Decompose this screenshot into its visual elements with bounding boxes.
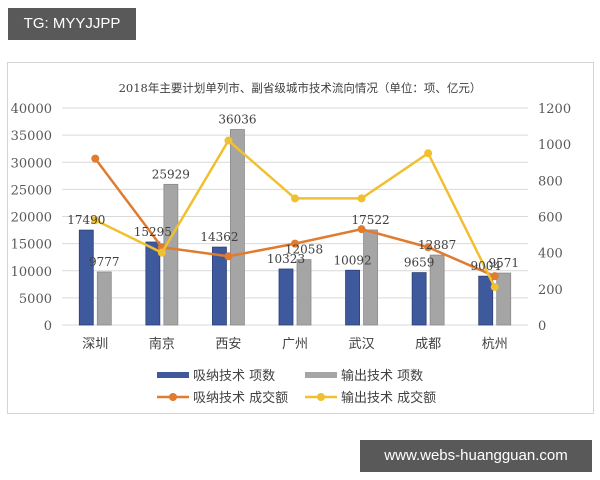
category-label: 广州 bbox=[282, 337, 308, 352]
absorb-amount-marker bbox=[224, 252, 233, 261]
bar-label-export: 36036 bbox=[218, 113, 256, 127]
bar-absorb-count bbox=[145, 241, 161, 326]
left-axis-tick: 35000 bbox=[11, 129, 52, 144]
category-label: 深圳 bbox=[82, 337, 108, 352]
absorb-amount-marker bbox=[291, 239, 299, 248]
bar-absorb-count bbox=[212, 246, 227, 326]
chart-title: 2018年主要计划单列市、副省级城市技术流向情况（单位：项、亿元） bbox=[119, 81, 482, 95]
right-axis-tick: 600 bbox=[538, 211, 563, 226]
bar-label-export: 12058 bbox=[285, 243, 323, 257]
bar-label-absorb: 14362 bbox=[200, 230, 238, 244]
bar-export-count bbox=[230, 129, 245, 326]
left-axis-tick: 5000 bbox=[19, 292, 52, 307]
bar-export-count bbox=[429, 254, 445, 326]
legend-label: 吸纳技术 成交额 bbox=[193, 390, 288, 406]
category-label: 成都 bbox=[415, 337, 441, 352]
bar-export-count bbox=[163, 183, 179, 326]
absorb-amount-marker bbox=[91, 154, 100, 163]
right-axis-tick: 1200 bbox=[538, 102, 571, 117]
legend-swatch bbox=[305, 372, 337, 378]
bar-label-absorb: 17490 bbox=[67, 213, 105, 227]
category-label: 武汉 bbox=[349, 337, 375, 352]
bar-export-count bbox=[363, 229, 378, 326]
bar-label-export: 9571 bbox=[488, 256, 519, 270]
watermark-bottom: www.webs-huangguan.com bbox=[360, 440, 592, 472]
bar-label-export: 12887 bbox=[418, 238, 456, 252]
bar-export-count bbox=[296, 259, 312, 326]
right-axis-tick: 200 bbox=[538, 283, 563, 298]
legend-marker bbox=[317, 393, 325, 401]
absorb-amount-marker bbox=[490, 272, 499, 281]
bar-label-export: 9777 bbox=[89, 255, 120, 269]
absorb-amount-marker bbox=[424, 243, 433, 252]
bar-export-count bbox=[96, 271, 112, 326]
bar-absorb-count bbox=[411, 272, 427, 326]
export-amount-marker bbox=[157, 248, 166, 257]
legend-label: 输出技术 项数 bbox=[341, 368, 423, 384]
legend-label: 吸纳技术 项数 bbox=[193, 369, 275, 384]
bar-absorb-count bbox=[478, 275, 494, 326]
legend-label: 输出技术 成交额 bbox=[341, 390, 436, 406]
chart-frame bbox=[7, 62, 594, 414]
left-axis-tick: 30000 bbox=[11, 156, 52, 171]
bar-label-export: 17522 bbox=[351, 213, 389, 227]
category-label: 西安 bbox=[215, 337, 241, 352]
bar-label-export: 25929 bbox=[152, 167, 190, 181]
left-axis-tick: 10000 bbox=[11, 265, 52, 280]
category-label: 杭州 bbox=[482, 337, 508, 352]
left-axis-tick: 15000 bbox=[11, 238, 52, 253]
export-amount-marker bbox=[490, 283, 499, 292]
bar-export-count bbox=[496, 272, 512, 326]
bar-absorb-count bbox=[78, 229, 94, 326]
legend-swatch bbox=[157, 372, 189, 378]
export-amount-marker bbox=[224, 136, 233, 145]
bar-label-absorb: 9659 bbox=[404, 256, 435, 270]
right-axis-tick: 400 bbox=[538, 247, 563, 262]
bar-label-absorb: 10323 bbox=[267, 252, 305, 266]
right-axis-tick: 800 bbox=[538, 174, 563, 189]
bar-label-absorb: 10092 bbox=[333, 253, 371, 267]
right-axis-tick: 1000 bbox=[538, 138, 571, 153]
bar-absorb-count bbox=[345, 269, 360, 326]
export-amount-marker bbox=[291, 194, 299, 203]
left-axis-tick: 40000 bbox=[11, 102, 52, 117]
export-amount-marker bbox=[424, 149, 433, 158]
left-axis-tick: 25000 bbox=[11, 183, 52, 198]
absorb-amount-marker bbox=[357, 225, 366, 234]
watermark-top: TG: MYYJJPP bbox=[8, 8, 136, 40]
bar-label-absorb: 15295 bbox=[134, 225, 172, 239]
left-axis-tick: 20000 bbox=[11, 211, 52, 226]
bar-absorb-count bbox=[278, 268, 294, 326]
export-amount-marker bbox=[357, 194, 366, 203]
legend-marker bbox=[169, 393, 177, 401]
export-amount-marker bbox=[91, 216, 100, 225]
right-axis-tick: 0 bbox=[538, 319, 546, 334]
category-label: 南京 bbox=[149, 336, 175, 352]
left-axis-tick: 0 bbox=[44, 319, 52, 334]
bar-label-absorb: 9004 bbox=[470, 259, 501, 273]
